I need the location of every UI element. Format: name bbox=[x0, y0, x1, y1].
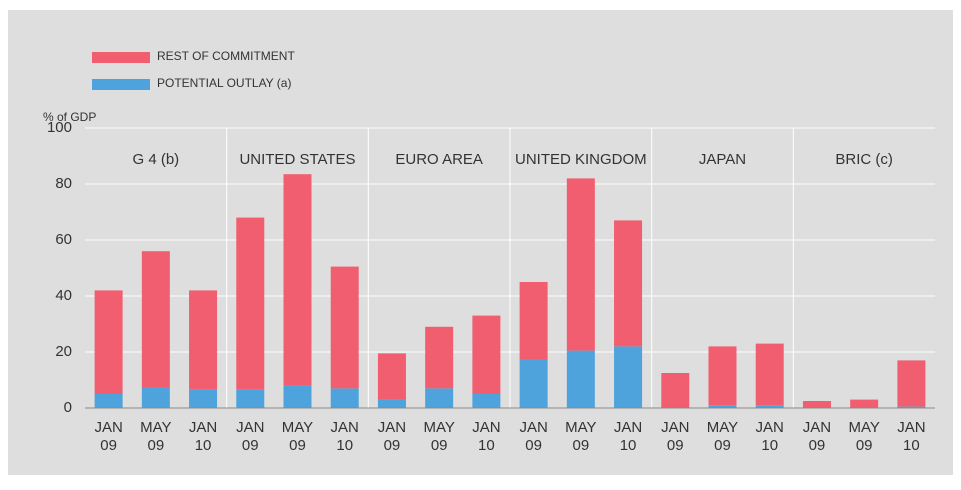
group-label: BRIC (c) bbox=[835, 151, 893, 168]
bar-segment bbox=[189, 290, 218, 390]
group-label: G 4 (b) bbox=[132, 151, 179, 168]
x-tick-label: 09 bbox=[289, 437, 306, 454]
x-tick-label: JAN bbox=[94, 419, 122, 436]
x-tick-label: JAN bbox=[236, 419, 264, 436]
x-tick-label: 09 bbox=[809, 437, 826, 454]
bar-segment bbox=[330, 266, 359, 389]
bar-segment bbox=[283, 385, 312, 408]
y-tick-label: 80 bbox=[55, 175, 72, 192]
bar-segment bbox=[519, 282, 548, 359]
x-tick-label: 09 bbox=[572, 437, 589, 454]
x-tick-label: MAY bbox=[282, 419, 313, 436]
x-tick-label: 10 bbox=[620, 437, 637, 454]
legend-label: POTENTIAL OUTLAY (a) bbox=[157, 76, 291, 90]
bar-segment bbox=[236, 389, 265, 408]
y-tick-label: 60 bbox=[55, 231, 72, 248]
x-tick-label: JAN bbox=[756, 419, 784, 436]
bar-segment bbox=[708, 346, 737, 406]
bar-segment bbox=[141, 251, 170, 387]
bar-segment bbox=[189, 389, 218, 408]
bar-segment bbox=[850, 399, 879, 408]
x-tick-label: 09 bbox=[147, 437, 164, 454]
bar-segment bbox=[283, 174, 312, 386]
bar-segment bbox=[897, 360, 926, 407]
group-label: EURO AREA bbox=[395, 151, 483, 168]
x-tick-label: MAY bbox=[140, 419, 171, 436]
x-tick-label: 09 bbox=[100, 437, 117, 454]
bar-segment bbox=[330, 388, 359, 408]
x-tick-label: 09 bbox=[856, 437, 873, 454]
x-tick-label: 09 bbox=[714, 437, 731, 454]
x-tick-label: MAY bbox=[707, 419, 738, 436]
x-tick-label: JAN bbox=[472, 419, 500, 436]
bar-segment bbox=[425, 388, 454, 408]
x-tick-label: MAY bbox=[423, 419, 454, 436]
x-tick-label: JAN bbox=[614, 419, 642, 436]
bar-segment bbox=[897, 406, 926, 408]
y-axis-label: % of GDP bbox=[43, 110, 96, 124]
x-tick-label: 10 bbox=[336, 437, 353, 454]
bar-segment bbox=[472, 315, 501, 394]
y-tick-label: 0 bbox=[64, 399, 72, 416]
x-tick-label: MAY bbox=[565, 419, 596, 436]
bar-segment bbox=[614, 346, 643, 408]
x-tick-label: 10 bbox=[195, 437, 212, 454]
x-tick-label: JAN bbox=[661, 419, 689, 436]
bar-segment bbox=[755, 405, 784, 408]
x-tick-label: JAN bbox=[331, 419, 359, 436]
x-tick-label: 10 bbox=[478, 437, 495, 454]
legend-label: REST OF COMMITMENT bbox=[157, 49, 295, 63]
bar-segment bbox=[755, 343, 784, 406]
legend-swatch bbox=[92, 79, 150, 90]
y-tick-label: 40 bbox=[55, 287, 72, 304]
x-tick-label: JAN bbox=[378, 419, 406, 436]
bar-segment bbox=[236, 217, 265, 390]
x-tick-label: JAN bbox=[803, 419, 831, 436]
x-tick-label: 09 bbox=[242, 437, 259, 454]
legend-swatch bbox=[92, 52, 150, 63]
x-tick-label: JAN bbox=[519, 419, 547, 436]
bar-segment bbox=[661, 373, 690, 408]
bar-segment bbox=[94, 394, 123, 408]
bar-segment bbox=[566, 350, 595, 408]
bar-segment bbox=[141, 387, 170, 408]
x-tick-label: 09 bbox=[667, 437, 684, 454]
x-tick-label: 09 bbox=[431, 437, 448, 454]
x-tick-label: 10 bbox=[761, 437, 778, 454]
bar-segment bbox=[708, 405, 737, 408]
group-label: UNITED KINGDOM bbox=[515, 151, 647, 168]
bar-segment bbox=[377, 399, 406, 408]
bar-segment bbox=[802, 401, 831, 408]
bar-segment bbox=[566, 178, 595, 351]
x-tick-label: 09 bbox=[525, 437, 542, 454]
x-tick-label: 09 bbox=[384, 437, 401, 454]
bar-segment bbox=[519, 359, 548, 408]
bar-segment bbox=[472, 394, 501, 408]
x-tick-label: 10 bbox=[903, 437, 920, 454]
x-tick-label: JAN bbox=[189, 419, 217, 436]
x-tick-label: MAY bbox=[848, 419, 879, 436]
bar-segment bbox=[614, 220, 643, 347]
bar-segment bbox=[94, 290, 123, 394]
group-label: UNITED STATES bbox=[239, 151, 355, 168]
group-label: JAPAN bbox=[699, 151, 746, 168]
x-tick-label: JAN bbox=[897, 419, 925, 436]
y-tick-label: 20 bbox=[55, 343, 72, 360]
bar-segment bbox=[377, 353, 406, 400]
y-tick-label: 100 bbox=[47, 119, 72, 136]
bar-segment bbox=[425, 326, 454, 389]
